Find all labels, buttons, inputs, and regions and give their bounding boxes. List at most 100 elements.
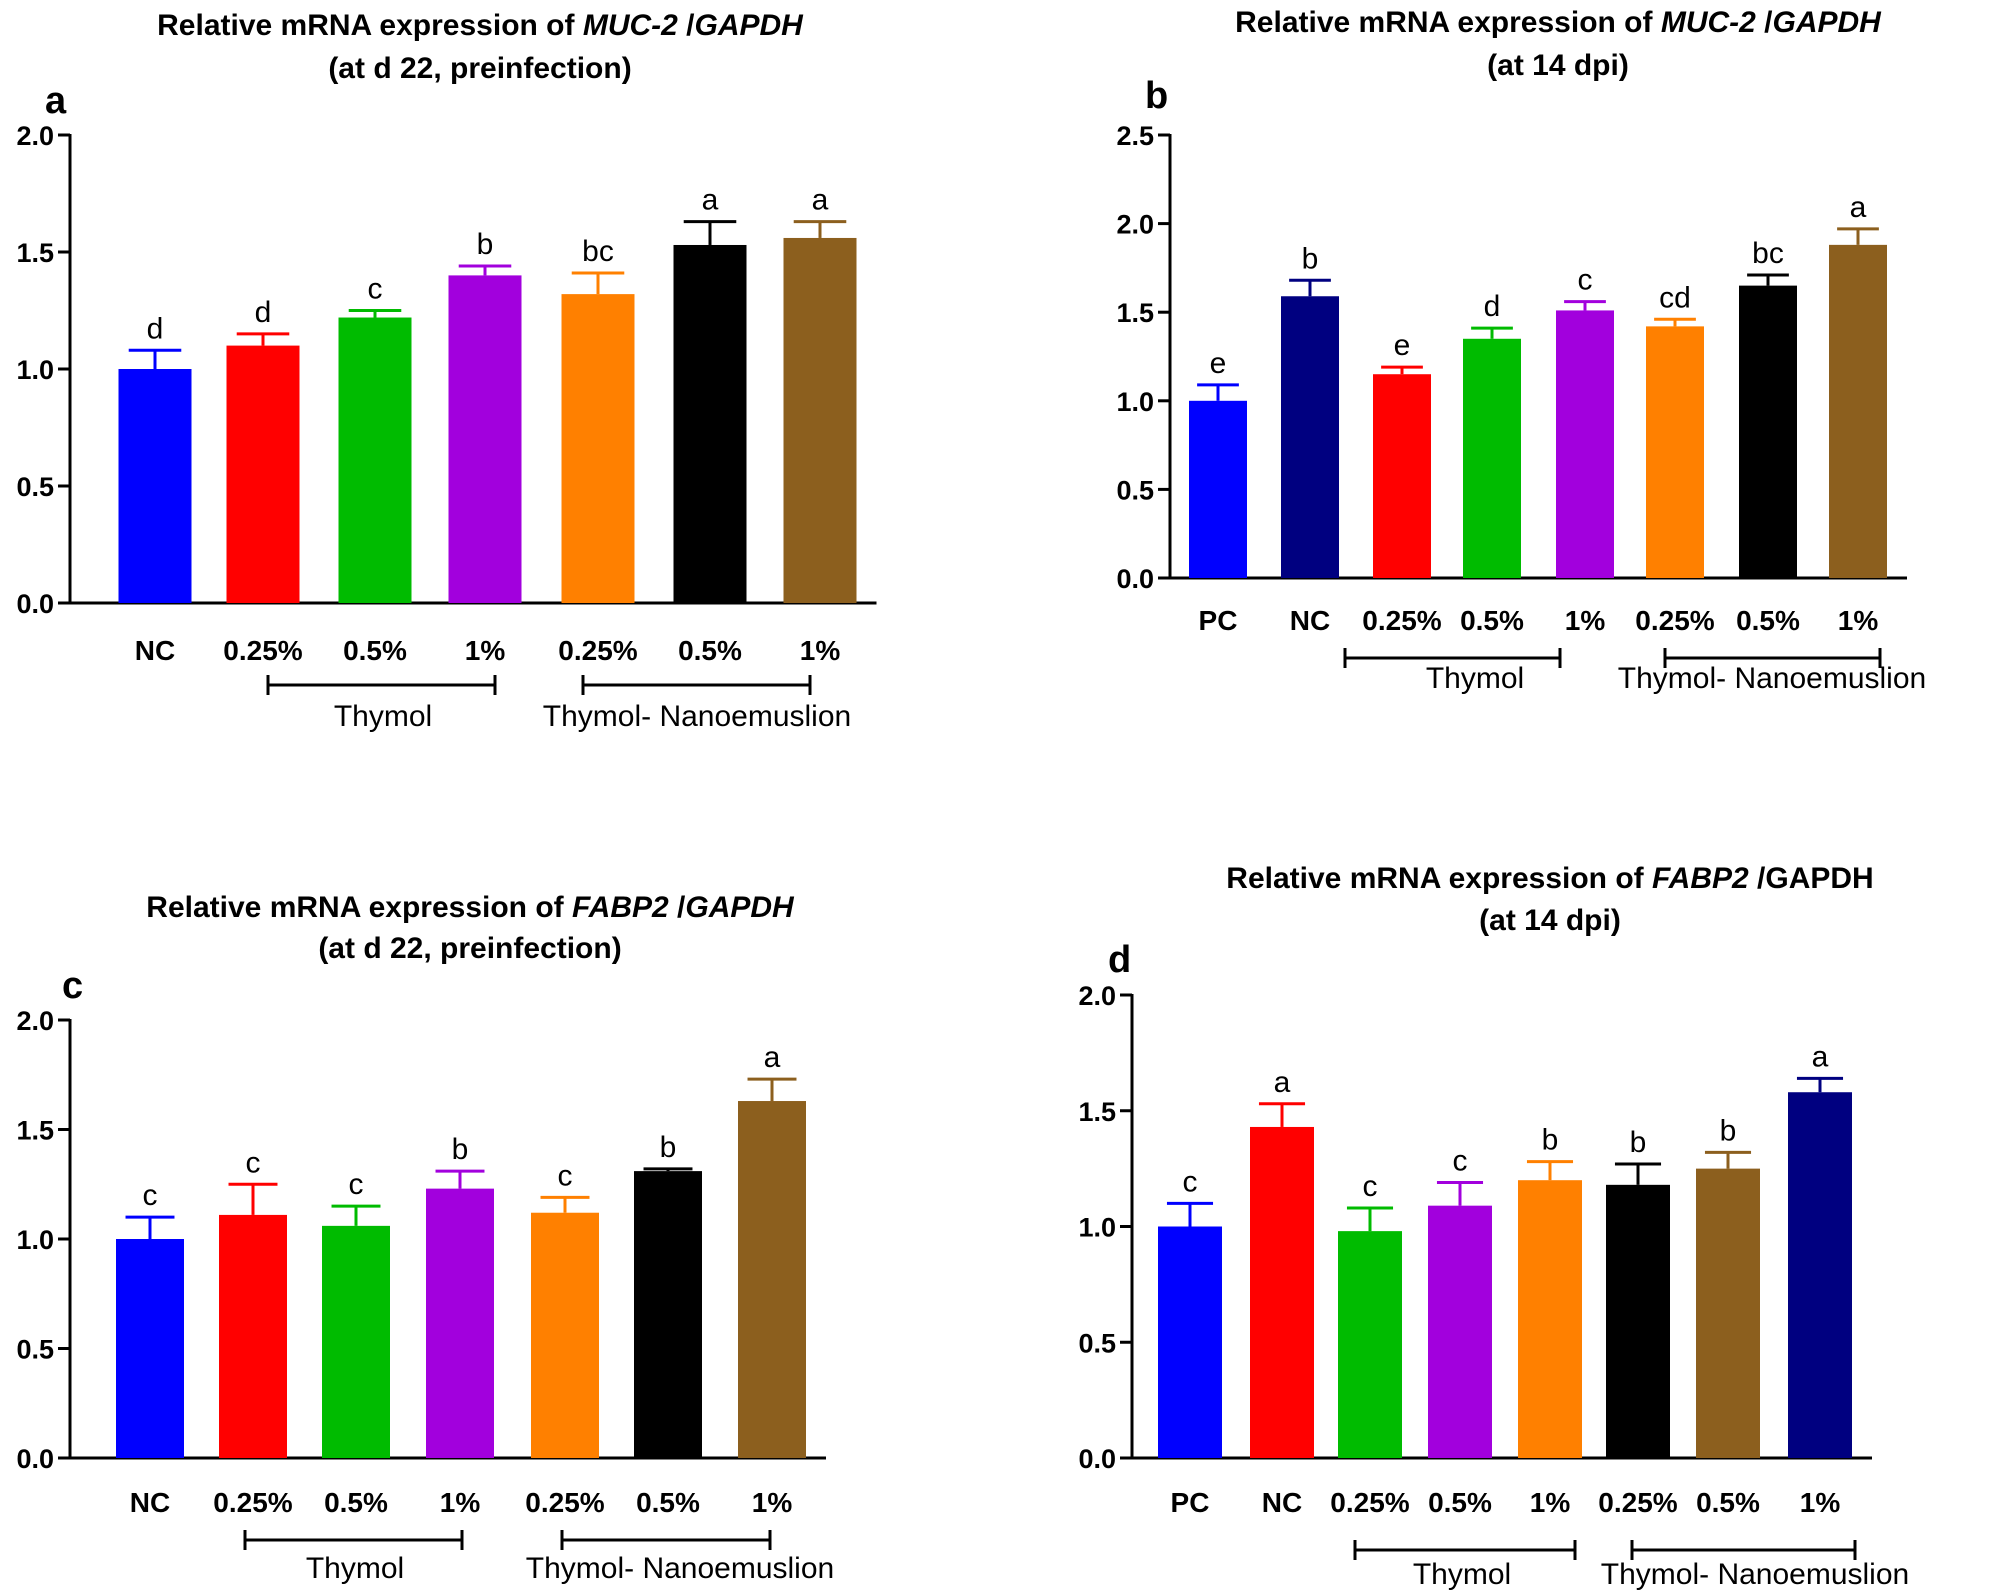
y-tick-label: 1.5 (1116, 298, 1154, 328)
significance-letter: a (812, 184, 829, 217)
x-category-label: PC (1171, 1487, 1210, 1518)
bar (116, 1239, 184, 1458)
y-tick-label: 2.5 (1116, 121, 1154, 151)
bar (448, 275, 522, 603)
panel-letter: a (45, 80, 67, 122)
group-label: Thymol (1413, 1558, 1511, 1591)
y-tick-label: 0.0 (16, 589, 54, 619)
bar (322, 1225, 390, 1458)
chart-title-prefix: Relative mRNA expression of (157, 9, 583, 42)
significance-letter: c (368, 273, 383, 306)
significance-letter: b (1630, 1126, 1647, 1159)
bar (1606, 1184, 1670, 1458)
y-tick-label: 2.0 (1116, 210, 1154, 240)
significance-letter: a (1274, 1066, 1291, 1099)
chart-title-reference: GAPDH (685, 891, 795, 924)
bar (1556, 310, 1614, 578)
significance-letter: a (702, 184, 719, 217)
significance-letter: b (477, 228, 494, 261)
bar (1281, 296, 1339, 578)
x-category-label: 0.5% (1736, 605, 1800, 636)
chart-title-gene: FABP2 (572, 891, 669, 924)
chart-title-gene: FABP2 (1652, 862, 1749, 895)
bar (783, 237, 857, 603)
significance-letter: d (255, 296, 272, 329)
y-tick-label: 1.0 (16, 1225, 54, 1255)
group-label: Thymol- Nanoemuslion (1618, 662, 1926, 695)
x-category-label: 1% (440, 1487, 481, 1518)
x-category-label: 0.25% (223, 635, 302, 666)
y-tick-label: 0.0 (1078, 1444, 1116, 1474)
chart-title-separator: / (678, 9, 695, 42)
y-tick-label: 0.5 (16, 472, 54, 502)
significance-letter: cd (1659, 281, 1691, 314)
chart-title-line2: (at d 22, preinfection) (318, 932, 621, 965)
y-tick-label: 2.0 (16, 1006, 54, 1036)
chart-title-reference: GAPDH (1765, 862, 1873, 895)
x-category-label: 0.25% (525, 1487, 604, 1518)
x-category-label: 0.5% (678, 635, 742, 666)
y-tick-label: 1.5 (16, 238, 54, 268)
x-category-label: 0.25% (1330, 1487, 1409, 1518)
chart-title-separator: / (1749, 862, 1766, 895)
significance-letter: a (764, 1041, 781, 1074)
bar (1788, 1092, 1852, 1458)
significance-letter: b (1542, 1124, 1559, 1157)
chart-title-line1: Relative mRNA expression of MUC-2 /GAPDH (157, 9, 804, 42)
chart-title-line1: Relative mRNA expression of MUC-2 /GAPDH (1235, 6, 1882, 39)
group-label: Thymol (334, 700, 432, 733)
y-tick-label: 0.0 (1116, 564, 1154, 594)
x-category-label: 0.5% (1428, 1487, 1492, 1518)
significance-letter: c (558, 1159, 573, 1192)
bar (1250, 1126, 1314, 1458)
bar (634, 1171, 702, 1458)
y-tick-label: 1.0 (1078, 1213, 1116, 1243)
chart-title-line1: Relative mRNA expression of FABP2 /GAPDH (146, 891, 795, 924)
chart-title-line2: (at 14 dpi) (1479, 904, 1621, 937)
y-tick-label: 1.5 (16, 1116, 54, 1146)
chart-panel-d: Relative mRNA expression of FABP2 /GAPDH… (1078, 862, 1909, 1591)
x-category-label: 1% (1530, 1487, 1571, 1518)
bar (226, 345, 300, 603)
chart-title-line2: (at d 22, preinfection) (328, 52, 631, 85)
chart-title-gene: MUC-2 (583, 9, 678, 42)
x-category-label: 1% (800, 635, 841, 666)
bar (118, 369, 192, 603)
significance-letter: bc (582, 235, 614, 268)
chart-title-prefix: Relative mRNA expression of (1235, 6, 1661, 39)
x-category-label: 0.5% (343, 635, 407, 666)
group-label: Thymol (1426, 662, 1524, 695)
x-category-label: 1% (1800, 1487, 1841, 1518)
significance-letter: c (246, 1146, 261, 1179)
significance-letter: d (147, 312, 164, 345)
bar (1189, 400, 1247, 578)
significance-letter: b (1720, 1114, 1737, 1147)
significance-letter: d (1484, 290, 1501, 323)
bar (1158, 1226, 1222, 1458)
bar (338, 317, 412, 603)
significance-letter: b (660, 1131, 677, 1164)
significance-letter: c (1578, 264, 1593, 297)
chart-title-prefix: Relative mRNA expression of (1226, 862, 1652, 895)
x-category-label: 0.25% (558, 635, 637, 666)
significance-letter: b (452, 1133, 469, 1166)
bar (426, 1188, 494, 1458)
group-label: Thymol- Nanoemuslion (1601, 1558, 1909, 1591)
y-tick-label: 0.5 (1078, 1328, 1116, 1358)
y-tick-label: 0.5 (16, 1335, 54, 1365)
group-label: Thymol (306, 1552, 404, 1585)
chart-title-separator: / (669, 891, 686, 924)
y-tick-label: 1.0 (1116, 387, 1154, 417)
x-category-label: 0.5% (324, 1487, 388, 1518)
significance-letter: bc (1752, 237, 1784, 270)
y-tick-label: 0.0 (16, 1444, 54, 1474)
x-category-label: NC (1290, 605, 1330, 636)
bar (219, 1214, 287, 1458)
bar (561, 294, 635, 603)
x-category-label: 1% (1565, 605, 1606, 636)
chart-panel-a: Relative mRNA expression of MUC-2 /GAPDH… (16, 9, 877, 733)
y-tick-label: 1.0 (16, 355, 54, 385)
group-label: Thymol- Nanoemuslion (526, 1552, 834, 1585)
bar (1463, 338, 1521, 578)
